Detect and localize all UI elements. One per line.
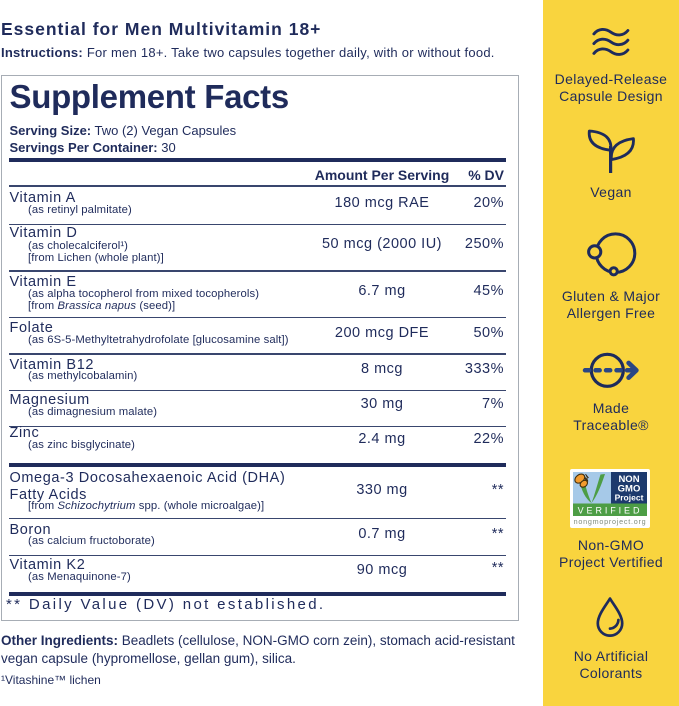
svg-text:GMO: GMO [618,484,641,495]
svg-text:VERIFIED: VERIFIED [578,506,643,516]
svg-text:nongmoproject.org: nongmoproject.org [574,517,647,526]
svg-text:NON: NON [618,474,639,485]
svg-text:Project: Project [615,493,644,503]
